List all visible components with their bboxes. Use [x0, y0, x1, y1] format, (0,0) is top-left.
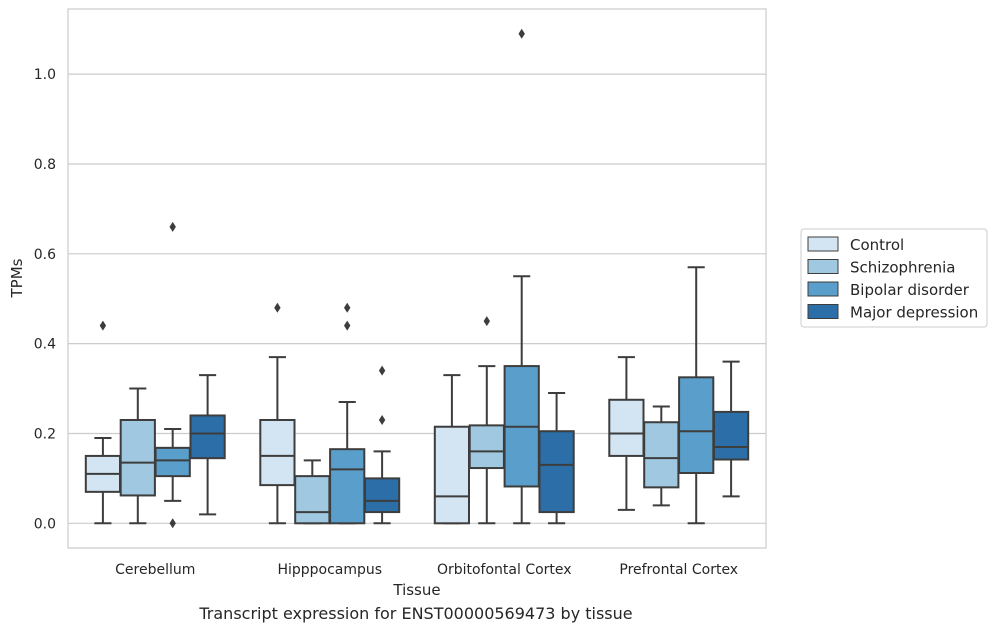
iqr-box — [608, 398, 645, 457]
x-tick-label: Cerebellum — [115, 562, 195, 578]
legend-label: Control — [850, 236, 904, 254]
outlier-point — [274, 302, 281, 313]
iqr-box — [678, 376, 715, 474]
legend: Control Schizophrenia Bipolar disorder Majo… — [800, 228, 988, 328]
outlier-point — [483, 316, 490, 327]
box-3-2 — [538, 392, 575, 525]
x-tick-label: Prefrontal Cortex — [619, 562, 738, 578]
box-2-1 — [329, 302, 366, 525]
outlier-point — [344, 302, 351, 313]
legend-swatch — [807, 236, 839, 252]
iqr-box — [189, 414, 226, 460]
outlier-point — [169, 518, 176, 529]
box-0-3 — [608, 356, 645, 511]
legend-swatch — [807, 304, 839, 319]
outlier-point — [99, 320, 107, 331]
outlier-point — [378, 414, 386, 425]
outlier-point — [344, 320, 351, 331]
box-2-3 — [678, 266, 715, 525]
y-tick-label: 0.0 — [34, 516, 56, 532]
iqr-box — [712, 410, 750, 461]
legend-swatch — [807, 259, 839, 274]
iqr-box — [154, 446, 191, 478]
box-1-1 — [294, 459, 331, 525]
box-0-0 — [84, 320, 122, 525]
y-tick-label: 0.4 — [34, 337, 56, 353]
iqr-box — [329, 448, 366, 525]
iqr-box — [643, 421, 680, 489]
box-3-1 — [363, 365, 401, 525]
box-0-2 — [433, 374, 471, 525]
box-groups — [84, 28, 750, 529]
iqr-box — [363, 477, 401, 514]
box-0-1 — [259, 302, 296, 525]
chart-caption: Transcript expression for ENST0000056947… — [199, 604, 633, 623]
y-tick-label: 0.2 — [34, 426, 56, 442]
x-tick-label: Orbitofontal Cortex — [437, 562, 572, 578]
y-axis-label: TPMs — [8, 258, 26, 298]
iqr-box — [294, 475, 331, 525]
box-1-3 — [643, 405, 680, 507]
x-axis-ticks: Cerebellum Hipppocampus Orbitofontal Corte… — [115, 562, 738, 578]
legend-label: Schizophrenia — [850, 259, 955, 277]
outlier-point — [169, 221, 176, 232]
box-3-3 — [712, 360, 750, 498]
box-3-0 — [189, 374, 226, 516]
outlier-point — [378, 365, 386, 376]
grid-lines — [68, 73, 766, 524]
plot-frame — [67, 8, 767, 549]
iqr-box — [538, 430, 575, 514]
legend-swatch — [807, 281, 839, 297]
legend-label: Bipolar disorder — [850, 281, 970, 299]
box-2-2 — [503, 28, 540, 525]
iqr-box — [259, 418, 296, 487]
x-axis-label: Tissue — [392, 581, 440, 599]
box-2-0 — [154, 221, 191, 529]
y-tick-label: 1.0 — [34, 67, 56, 83]
iqr-box — [468, 424, 505, 470]
box-1-2 — [468, 316, 505, 525]
legend-frame — [800, 228, 988, 328]
y-axis-ticks: 0.0 0.2 0.4 0.6 0.8 1.0 — [34, 67, 56, 532]
iqr-box — [433, 425, 471, 525]
outlier-point — [518, 28, 525, 39]
legend-label: Major depression — [850, 304, 978, 322]
box-1-0 — [119, 387, 156, 525]
y-tick-label: 0.6 — [34, 247, 56, 263]
x-tick-label: Hipppocampus — [277, 562, 382, 578]
iqr-box — [119, 418, 156, 497]
y-tick-label: 0.8 — [34, 157, 56, 173]
